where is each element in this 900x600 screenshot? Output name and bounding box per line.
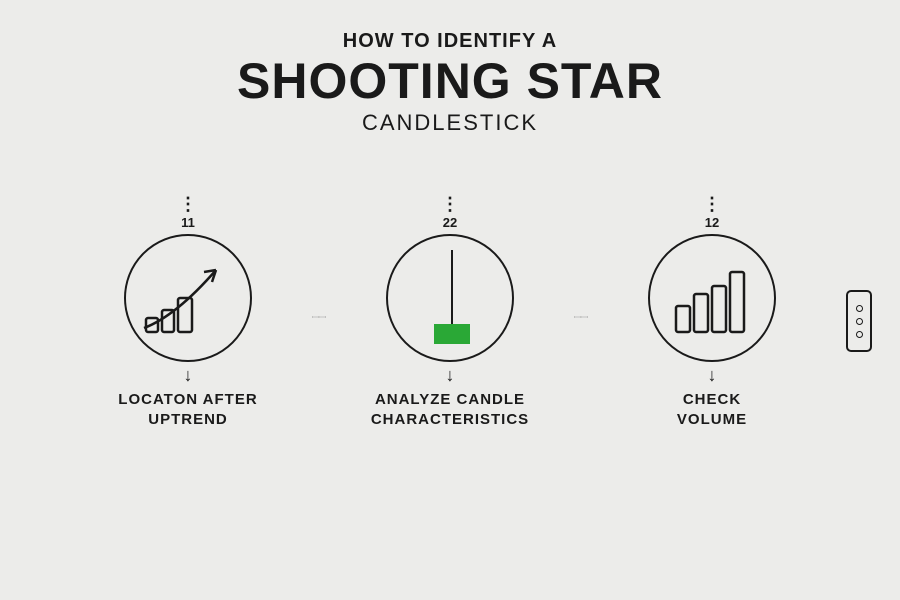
shooting-star-candle-icon: [388, 236, 516, 364]
step-1-circle: ↓: [124, 234, 252, 362]
dots-icon: ⋮: [612, 200, 812, 209]
step-3-circle: ↓: [648, 234, 776, 362]
widget-dot: [856, 318, 863, 325]
step-2-number: 22: [350, 215, 550, 230]
step-3-label-line2: VOLUME: [677, 411, 747, 428]
step-1-label-line1: LOCATON AFTER: [118, 391, 257, 408]
uptrend-icon: [126, 236, 254, 364]
down-arrow-icon: ↓: [446, 365, 455, 386]
step-3-label: CHECK VOLUME: [612, 390, 812, 431]
step-2-label: ANALYZE CANDLE CHARACTERISTICS: [350, 390, 550, 431]
title-block: HOW TO IDENTIFY A SHOOTING STAR CANDLEST…: [0, 0, 900, 136]
step-1-label: LOCATON AFTER UPTREND: [88, 390, 288, 431]
connector-1: [252, 316, 386, 318]
step-3-label-line1: CHECK: [683, 391, 741, 408]
side-widget: [846, 290, 872, 352]
widget-dot: [856, 305, 863, 312]
title-line1: HOW TO IDENTIFY A: [0, 30, 900, 53]
step-1-label-line2: UPTREND: [148, 411, 228, 428]
step-2-circle: ↓: [386, 234, 514, 362]
step-1-number: 11: [88, 215, 288, 230]
diagram: ⋮ 11 ↓ LOCATON AFTER UPTREND ⋮ 22 ↓: [0, 200, 900, 520]
connector-2: [514, 316, 648, 318]
widget-dot: [856, 331, 863, 338]
title-line3: CANDLESTICK: [0, 110, 900, 136]
down-arrow-icon: ↓: [184, 365, 193, 386]
volume-bars-icon: [650, 236, 778, 364]
step-2-label-line1: ANALYZE CANDLE: [375, 391, 525, 408]
down-arrow-icon: ↓: [708, 365, 717, 386]
step-2-label-line2: CHARACTERISTICS: [371, 411, 529, 428]
dots-icon: ⋮: [88, 200, 288, 209]
title-line2: SHOOTING STAR: [0, 55, 900, 108]
dots-icon: ⋮: [350, 200, 550, 209]
step-3-number: 12: [612, 215, 812, 230]
